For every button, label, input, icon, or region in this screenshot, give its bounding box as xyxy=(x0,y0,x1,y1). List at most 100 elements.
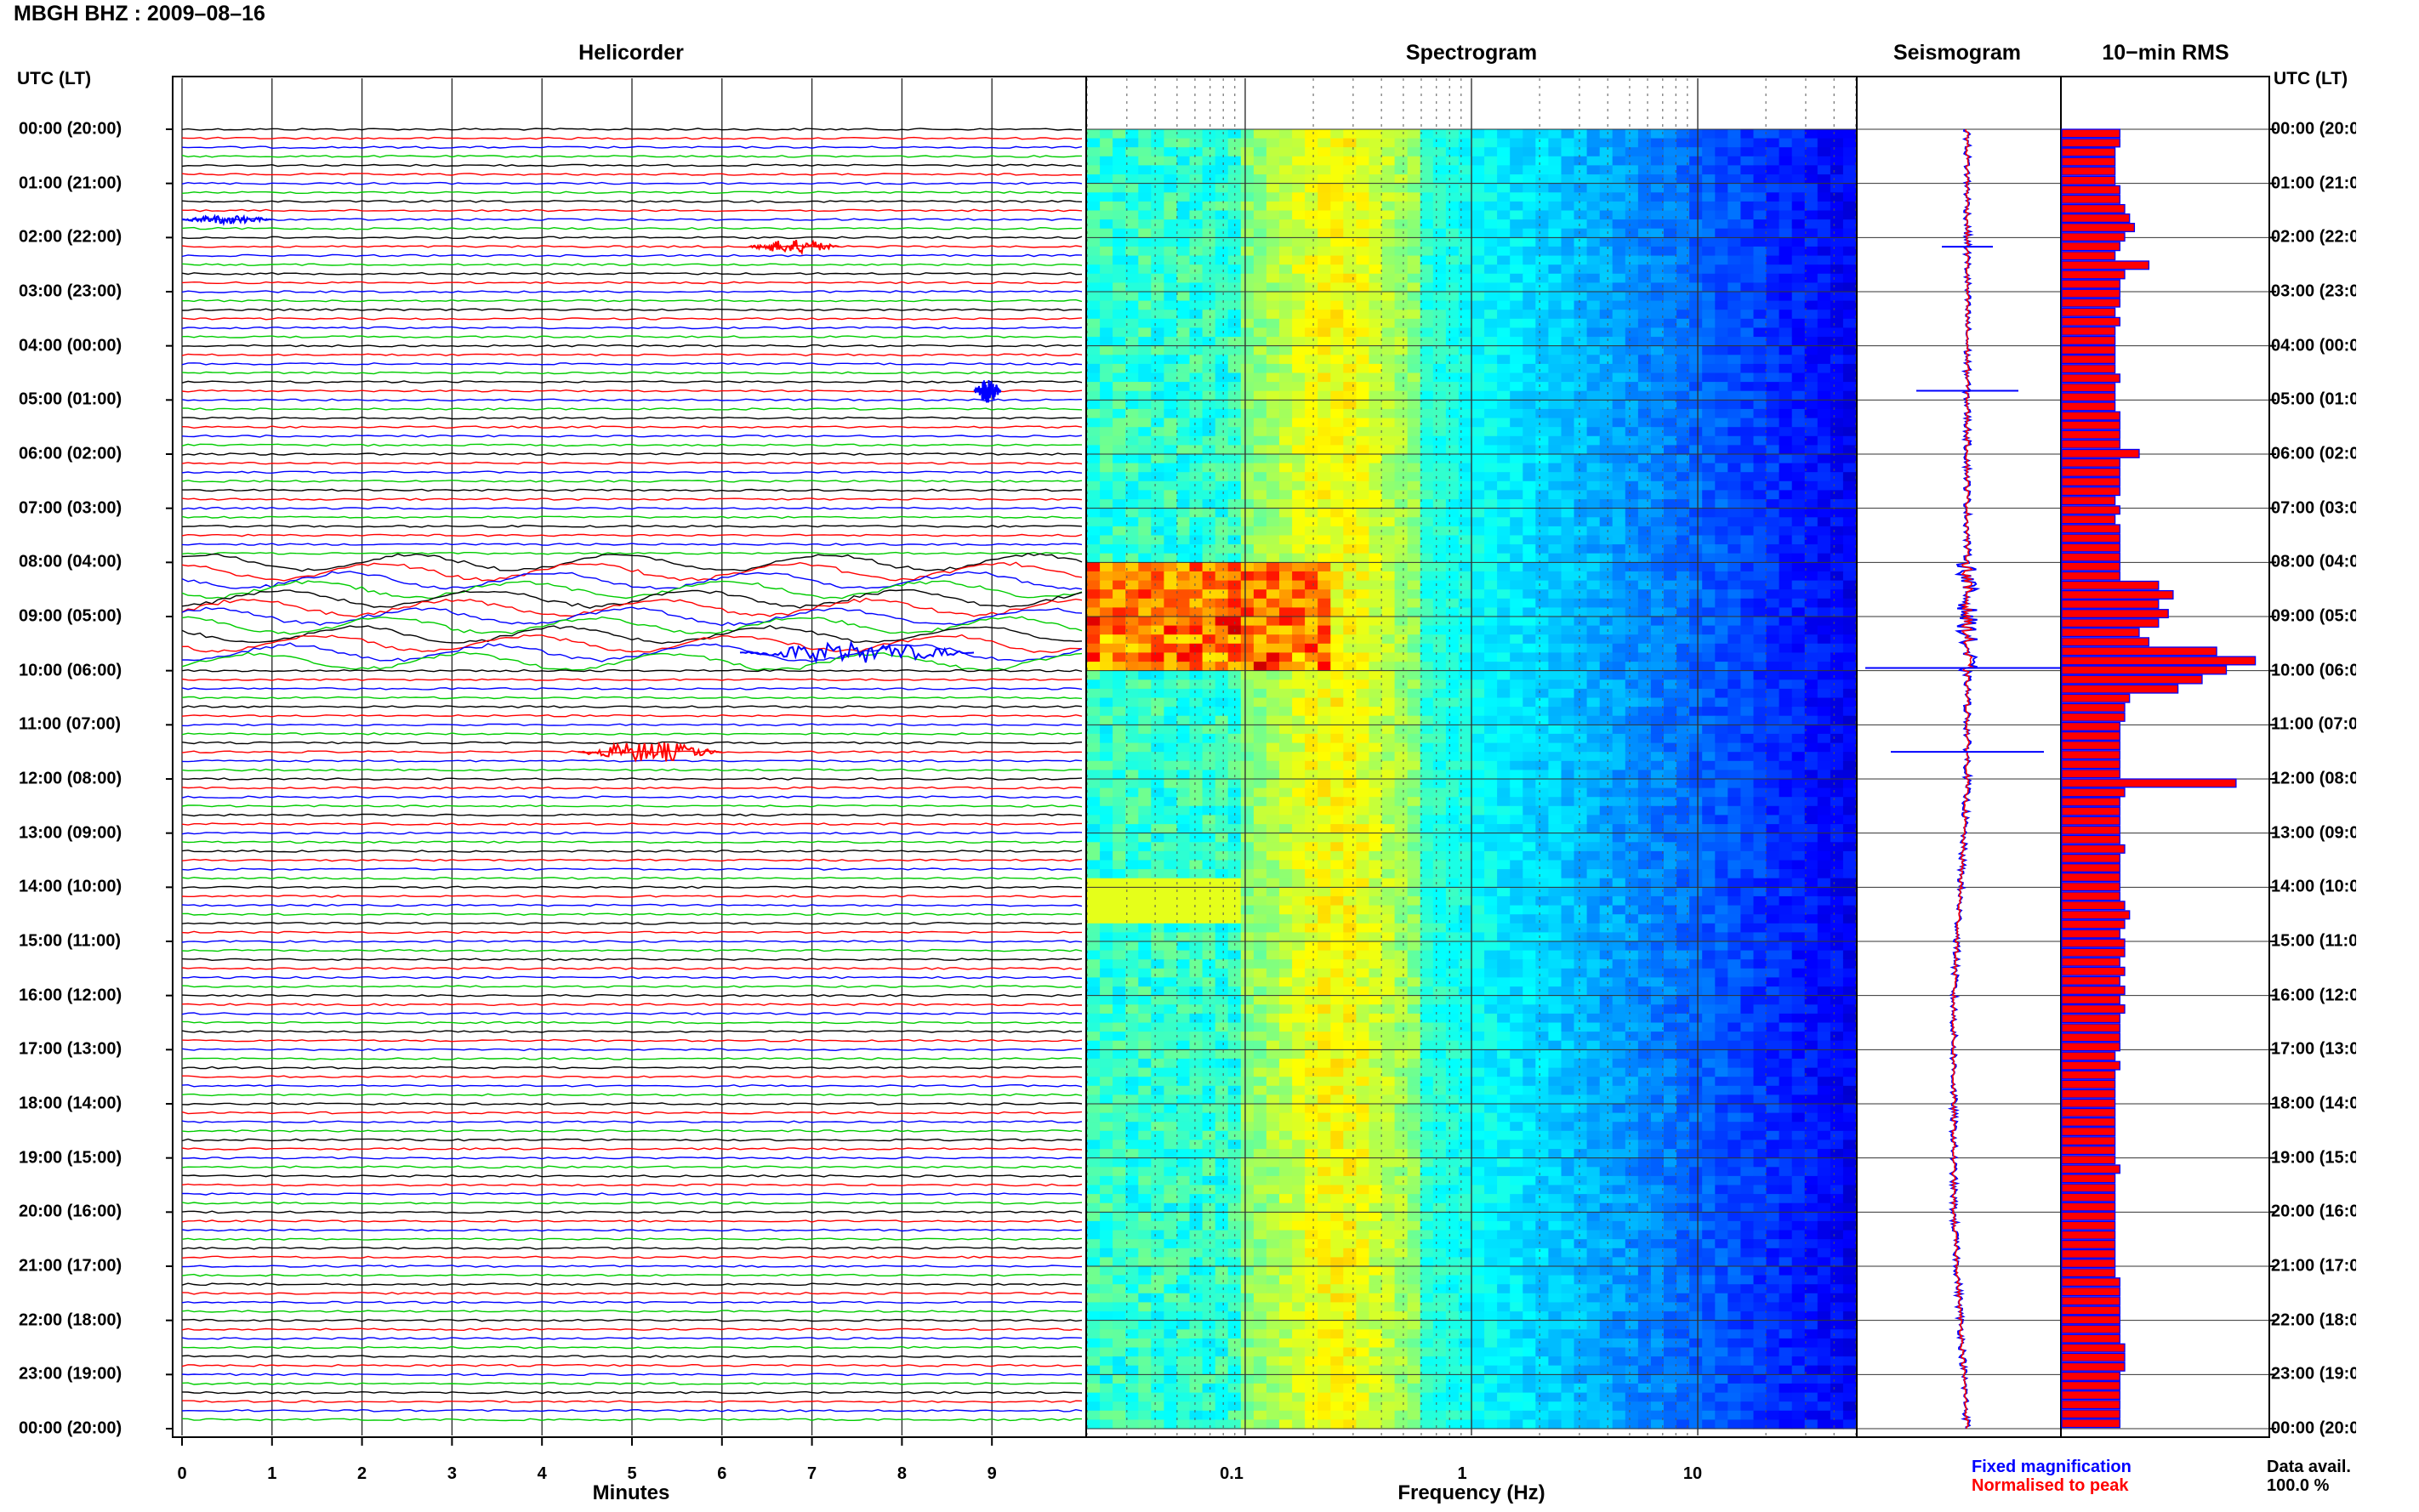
spectrogram-cell xyxy=(1253,571,1267,582)
spectrogram-cell xyxy=(1561,499,1575,509)
spectrogram-cell xyxy=(1471,715,1485,725)
spectrogram-cell xyxy=(1753,707,1767,717)
spectrogram-cell xyxy=(1369,842,1383,852)
spectrogram-cell xyxy=(1586,255,1601,265)
spectrogram-cell xyxy=(1266,147,1280,157)
spectrogram-cell xyxy=(1702,454,1716,464)
spectrogram-cell xyxy=(1394,138,1409,148)
spectrogram-cell xyxy=(1138,598,1152,608)
spectrogram-cell xyxy=(1830,643,1844,653)
spectrogram-cell xyxy=(1817,129,1831,139)
spectrogram-cell xyxy=(1625,237,1639,247)
spectrogram-cell xyxy=(1842,679,1857,690)
spectrogram-cell xyxy=(1343,273,1357,283)
spectrogram-cell xyxy=(1369,688,1383,699)
spectrogram-cell xyxy=(1727,228,1741,238)
spectrogram-cell xyxy=(1484,201,1498,212)
spectrogram-cell xyxy=(1561,824,1575,834)
spectrogram-cell xyxy=(1689,363,1703,374)
spectrogram-cell xyxy=(1727,310,1741,320)
spectrogram-cell xyxy=(1497,553,1511,563)
spectrogram-cell xyxy=(1791,390,1806,401)
spectrogram-cell xyxy=(1599,418,1614,428)
spectrogram-cell xyxy=(1407,480,1421,491)
spectrogram-cell xyxy=(1432,210,1447,220)
spectrogram-cell xyxy=(1510,219,1523,230)
spectrogram-cell xyxy=(1151,282,1164,293)
spectrogram-cell xyxy=(1664,355,1677,365)
spectrogram-cell xyxy=(1253,580,1267,590)
spectrogram-cell xyxy=(1548,138,1562,148)
spectrogram-cell xyxy=(1227,292,1242,302)
spectrogram-cell xyxy=(1356,165,1370,175)
spectrogram-cell xyxy=(1100,833,1113,843)
spectrogram-cell xyxy=(1548,815,1562,825)
spectrogram-cell xyxy=(1599,607,1614,617)
spectrogram-cell xyxy=(1548,805,1562,816)
spectrogram-cell xyxy=(1766,337,1780,347)
spectrogram-cell xyxy=(1381,707,1396,717)
spectrogram-cell xyxy=(1305,625,1318,635)
spectrogram-cell xyxy=(1817,292,1831,302)
spectrogram-cell xyxy=(1253,156,1267,166)
spectrogram-cell xyxy=(1356,770,1370,780)
spectrogram-cell xyxy=(1100,824,1113,834)
spectrogram-cell xyxy=(1510,147,1523,157)
spectrogram-cell xyxy=(1676,770,1690,780)
spectrogram-cell xyxy=(1189,634,1204,645)
spectrogram-cell xyxy=(1279,282,1293,293)
spectrogram-cell xyxy=(1253,697,1267,708)
spectrogram-cell xyxy=(1791,427,1806,437)
spectrogram-cell xyxy=(1676,337,1690,347)
spectrogram-cell xyxy=(1292,183,1306,193)
spectrogram-cell xyxy=(1343,156,1357,166)
spectrogram-cell xyxy=(1471,138,1485,148)
spectrogram-cell xyxy=(1548,292,1562,302)
spectrogram-cell xyxy=(1664,770,1677,780)
spectrogram-cell xyxy=(1586,833,1601,843)
spectrogram-cell xyxy=(1791,345,1806,355)
spectrogram-cell xyxy=(1125,129,1139,139)
spectrogram-cell xyxy=(1637,490,1652,500)
spectrogram-cell xyxy=(1804,589,1819,600)
spectrogram-cell xyxy=(1740,174,1755,185)
spectrogram-cell xyxy=(1766,770,1780,780)
spectrogram-cell xyxy=(1471,508,1485,518)
spectrogram-cell xyxy=(1702,480,1716,491)
spectrogram-cell xyxy=(1599,715,1614,725)
spectrogram-cell xyxy=(1612,779,1626,789)
spectrogram-cell xyxy=(1586,435,1601,446)
spectrogram-cell xyxy=(1637,679,1652,690)
spectrogram-cell xyxy=(1432,688,1447,699)
spectrogram-cell xyxy=(1779,715,1793,725)
spectrogram-cell xyxy=(1548,517,1562,527)
spectrogram-cell xyxy=(1715,318,1728,328)
spectrogram-cell xyxy=(1125,345,1139,355)
spectrogram-cell xyxy=(1817,408,1831,419)
spectrogram-cell xyxy=(1842,237,1857,247)
spectrogram-cell xyxy=(1740,390,1755,401)
spectrogram-cell xyxy=(1689,715,1703,725)
spectrogram-cell xyxy=(1612,463,1626,473)
spectrogram-cell xyxy=(1240,634,1255,645)
spectrogram-cell xyxy=(1702,183,1716,193)
spectrogram-cell xyxy=(1727,165,1741,175)
spectrogram-cell xyxy=(1484,418,1498,428)
spectrogram-cell xyxy=(1394,129,1409,139)
spectrogram-cell xyxy=(1420,408,1434,419)
spectrogram-cell xyxy=(1420,480,1434,491)
spectrogram-cell xyxy=(1612,147,1626,157)
spectrogram-cell xyxy=(1471,842,1485,852)
spectrogram-cell xyxy=(1215,787,1229,798)
spectrogram-cell xyxy=(1804,345,1819,355)
spectrogram-cell xyxy=(1305,318,1318,328)
spectrogram-cell xyxy=(1318,634,1331,645)
spectrogram-cell xyxy=(1356,237,1370,247)
spectrogram-cell xyxy=(1432,174,1447,185)
spectrogram-cell xyxy=(1215,228,1229,238)
spectrogram-cell xyxy=(1586,797,1601,807)
spectrogram-cell xyxy=(1612,598,1626,608)
spectrogram-cell xyxy=(1842,300,1857,310)
spectrogram-cell xyxy=(1432,435,1447,446)
spectrogram-cell xyxy=(1125,363,1139,374)
